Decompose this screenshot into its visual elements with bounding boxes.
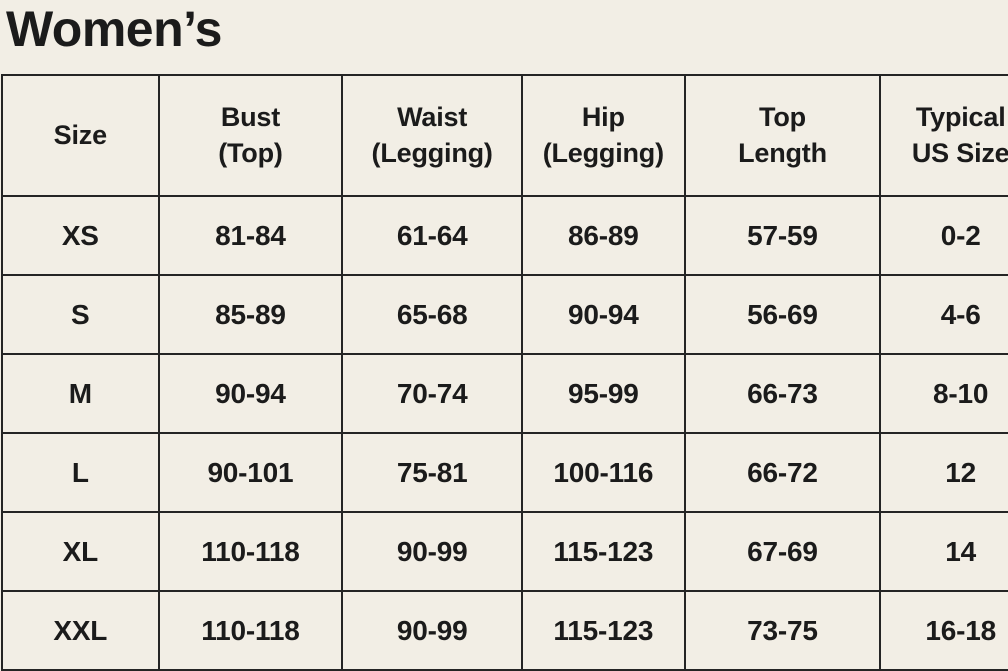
value-cell: 75-81 bbox=[341, 432, 523, 513]
value-cell: 8-10 bbox=[879, 353, 1008, 434]
header-cell: Top Length bbox=[683, 74, 882, 197]
value-cell: 4-6 bbox=[879, 274, 1008, 355]
header-cell: Waist (Legging) bbox=[341, 74, 523, 197]
value-cell: 90-94 bbox=[520, 274, 686, 355]
value-cell: 85-89 bbox=[157, 274, 344, 355]
value-cell: 16-18 bbox=[879, 590, 1008, 671]
header-cell: Hip (Legging) bbox=[520, 74, 686, 197]
value-cell: 73-75 bbox=[683, 590, 882, 671]
value-cell: 57-59 bbox=[683, 195, 882, 276]
size-cell: XL bbox=[1, 511, 160, 592]
table-row: L 90-101 75-81 100-116 66-72 12 bbox=[1, 432, 1008, 513]
page-title: Women’s bbox=[6, 1, 222, 57]
value-cell: 65-68 bbox=[341, 274, 523, 355]
value-cell: 95-99 bbox=[520, 353, 686, 434]
header-cell: Bust (Top) bbox=[157, 74, 344, 197]
value-cell: 90-101 bbox=[157, 432, 344, 513]
value-cell: 115-123 bbox=[520, 511, 686, 592]
table-row: S 85-89 65-68 90-94 56-69 4-6 bbox=[1, 274, 1008, 355]
value-cell: 90-99 bbox=[341, 590, 523, 671]
table-body: XS 81-84 61-64 86-89 57-59 0-2 S 85-89 65-68 90-9… bbox=[1, 195, 1008, 671]
value-cell: 12 bbox=[879, 432, 1008, 513]
value-cell: 90-94 bbox=[157, 353, 344, 434]
table-header: Size Bust (Top) Waist (Legging) Hip (Legging) T… bbox=[1, 74, 1008, 197]
value-cell: 100-116 bbox=[520, 432, 686, 513]
table-row: M 90-94 70-74 95-99 66-73 8-10 bbox=[1, 353, 1008, 434]
size-cell: L bbox=[1, 432, 160, 513]
value-cell: 90-99 bbox=[341, 511, 523, 592]
size-cell: XS bbox=[1, 195, 160, 276]
value-cell: 66-73 bbox=[683, 353, 882, 434]
value-cell: 70-74 bbox=[341, 353, 523, 434]
size-cell: S bbox=[1, 274, 160, 355]
value-cell: 14 bbox=[879, 511, 1008, 592]
value-cell: 110-118 bbox=[157, 511, 344, 592]
value-cell: 61-64 bbox=[341, 195, 523, 276]
size-cell: XXL bbox=[1, 590, 160, 671]
size-chart-table: Size Bust (Top) Waist (Legging) Hip (Legging) T… bbox=[1, 74, 1008, 671]
table-row: XS 81-84 61-64 86-89 57-59 0-2 bbox=[1, 195, 1008, 276]
value-cell: 110-118 bbox=[157, 590, 344, 671]
value-cell: 81-84 bbox=[157, 195, 344, 276]
value-cell: 56-69 bbox=[683, 274, 882, 355]
value-cell: 66-72 bbox=[683, 432, 882, 513]
table-row: XL 110-118 90-99 115-123 67-69 14 bbox=[1, 511, 1008, 592]
size-cell: M bbox=[1, 353, 160, 434]
header-cell: Typical US Size bbox=[879, 74, 1008, 197]
value-cell: 115-123 bbox=[520, 590, 686, 671]
header-row: Size Bust (Top) Waist (Legging) Hip (Legging) T… bbox=[1, 74, 1008, 197]
header-cell: Size bbox=[1, 74, 160, 197]
value-cell: 0-2 bbox=[879, 195, 1008, 276]
value-cell: 86-89 bbox=[520, 195, 686, 276]
value-cell: 67-69 bbox=[683, 511, 882, 592]
table-row: XXL 110-118 90-99 115-123 73-75 16-18 bbox=[1, 590, 1008, 671]
